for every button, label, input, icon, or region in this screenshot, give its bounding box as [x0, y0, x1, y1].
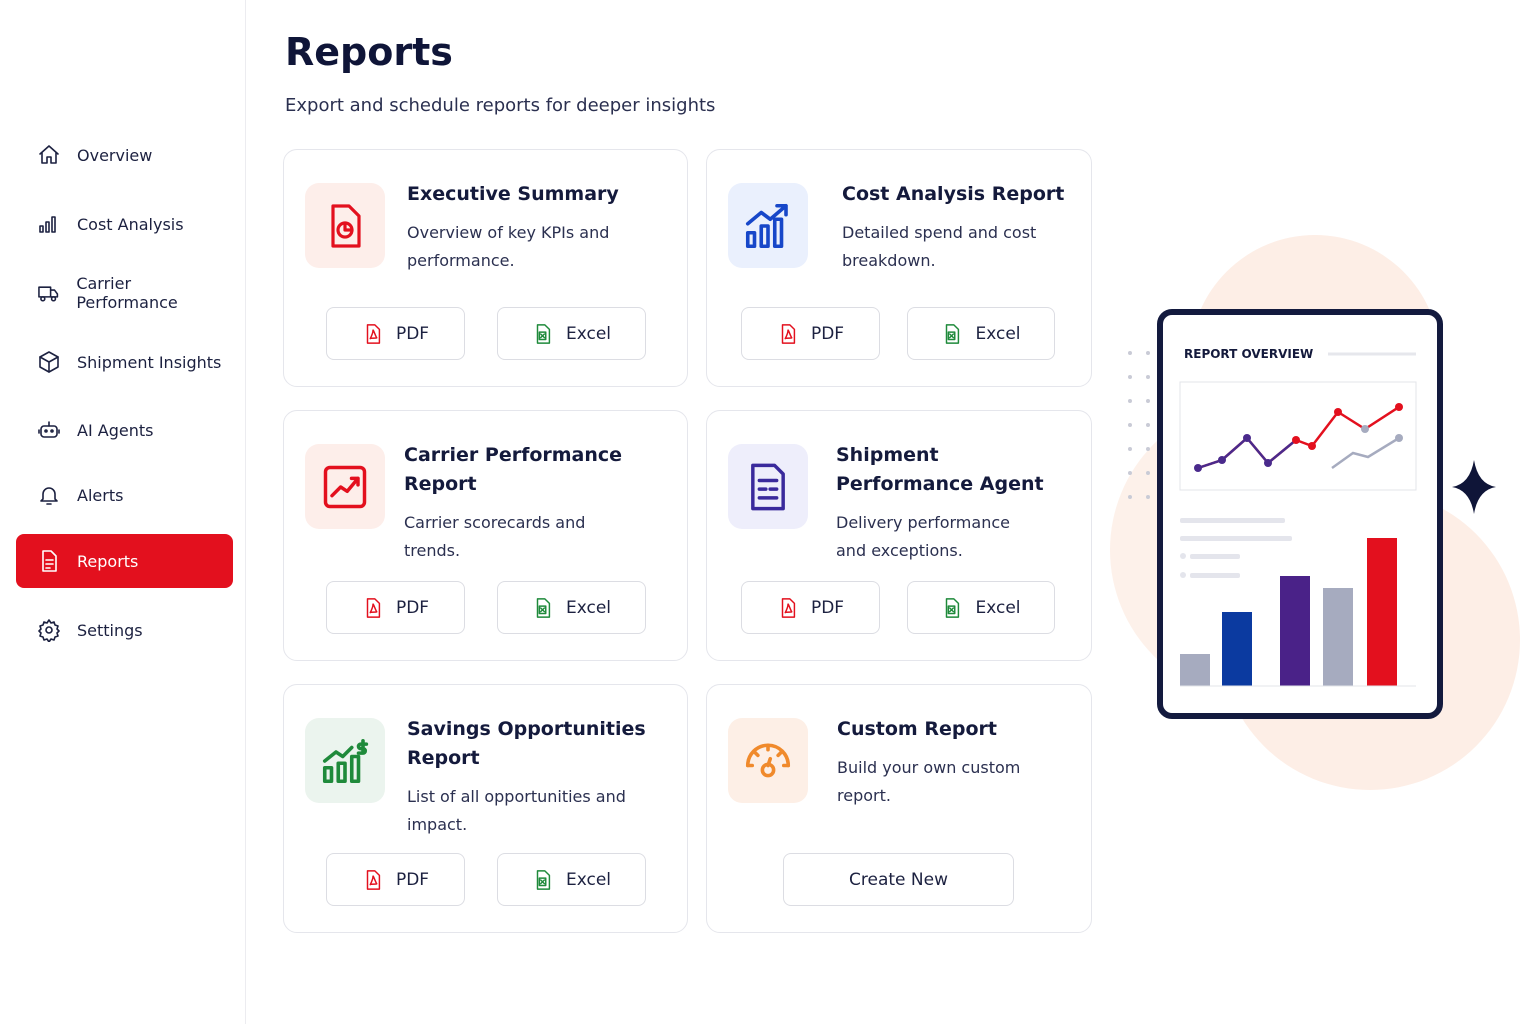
card-button[interactable]: Excel — [497, 581, 646, 634]
card-icon — [305, 183, 385, 268]
nav-label: Overview — [77, 145, 153, 165]
nav-label: AI Agents — [77, 420, 154, 440]
card-text: Executive Summary Overview of key KPIs an… — [407, 180, 657, 275]
page-subtitle: Export and schedule reports for deeper i… — [285, 95, 716, 116]
card-title: Savings Opportunities Report — [407, 718, 646, 769]
nav-item[interactable]: Shipment Insights — [16, 335, 233, 389]
card-description: Build your own custom report. — [837, 758, 1021, 805]
card-button[interactable]: Excel — [907, 307, 1055, 360]
illustration: REPORT OVERVIEW — [1110, 235, 1520, 790]
nav-icon — [39, 216, 56, 233]
nav-item[interactable]: Cost Analysis — [16, 197, 233, 251]
report-card: Custom Report Build your own custom repor… — [706, 684, 1092, 933]
sidebar: Overview Cost Analysis Carrier Performance… — [0, 0, 246, 1024]
nav-label: Cost Analysis — [77, 214, 184, 234]
button-label: PDF — [810, 323, 845, 344]
nav-item[interactable]: Settings — [16, 603, 233, 657]
card-button[interactable]: PDF — [326, 307, 465, 360]
report-card: Executive Summary Overview of key KPIs an… — [283, 149, 688, 387]
card-text: Savings Opportunities Report List of all … — [407, 715, 657, 839]
nav-item[interactable]: Overview — [16, 128, 233, 182]
nav-label: Alerts — [77, 485, 124, 505]
card-text: Carrier Performance Report Carrier scorec… — [404, 441, 664, 565]
button-label: Excel — [565, 323, 612, 344]
button-icon — [536, 323, 551, 344]
button-label: PDF — [395, 323, 430, 344]
card-title: Carrier Performance Report — [404, 444, 623, 495]
card-icon — [728, 183, 808, 268]
button-icon — [946, 597, 960, 618]
card-text: Shipment Performance Agent Delivery perfo… — [836, 441, 1066, 565]
nav-icon — [42, 550, 57, 572]
button-label: Excel — [975, 597, 1021, 618]
card-button[interactable]: Excel — [497, 853, 646, 906]
button-icon — [536, 869, 551, 890]
card-icon — [728, 718, 808, 803]
nav-item[interactable]: Reports — [16, 534, 233, 588]
nav-icon — [38, 421, 60, 438]
card-text: Custom Report Build your own custom repor… — [837, 715, 1062, 810]
card-button[interactable]: Excel — [907, 581, 1055, 634]
button-label: PDF — [395, 869, 430, 890]
button-icon — [366, 323, 381, 344]
button-label: Excel — [565, 597, 612, 618]
card-icon — [305, 718, 385, 803]
button-label: PDF — [810, 597, 845, 618]
nav-label: Carrier Performance — [76, 274, 178, 312]
nav-icon — [38, 619, 60, 642]
button-label: Excel — [565, 869, 612, 890]
report-card: Cost Analysis Report Detailed spend and c… — [706, 149, 1092, 387]
card-button[interactable]: PDF — [326, 581, 465, 634]
illustration-title: REPORT OVERVIEW — [1184, 347, 1313, 361]
card-button[interactable]: Create New — [783, 853, 1014, 906]
nav-icon — [40, 487, 58, 505]
button-icon — [781, 597, 796, 618]
nav-icon — [38, 286, 59, 302]
button-icon — [536, 597, 551, 618]
card-description: List of all opportunities and impact. — [407, 787, 626, 834]
button-label: Excel — [975, 323, 1021, 344]
nav-item[interactable]: Carrier Performance — [16, 266, 233, 320]
card-button[interactable]: PDF — [741, 307, 880, 360]
report-card: Carrier Performance Report Carrier scorec… — [283, 410, 688, 661]
button-label: Create New — [849, 869, 948, 890]
nav-label: Settings — [77, 620, 143, 640]
nav-label: Reports — [77, 551, 139, 571]
nav-item[interactable]: Alerts — [16, 468, 233, 522]
report-card: Savings Opportunities Report List of all … — [283, 684, 688, 933]
card-button[interactable]: Excel — [497, 307, 646, 360]
page-title: Reports — [285, 30, 453, 74]
report-card: Shipment Performance Agent Delivery perfo… — [706, 410, 1092, 661]
card-title: Shipment Performance Agent — [836, 444, 1044, 495]
nav-item[interactable]: AI Agents — [16, 403, 233, 457]
button-icon — [366, 597, 381, 618]
card-description: Delivery performance and exceptions. — [836, 513, 1010, 560]
card-icon — [728, 444, 808, 529]
nav-label: Shipment Insights — [77, 352, 222, 372]
button-icon — [946, 323, 960, 344]
nav-icon — [39, 351, 59, 373]
button-icon — [366, 869, 381, 890]
card-text: Cost Analysis Report Detailed spend and c… — [842, 180, 1067, 275]
button-icon — [781, 323, 796, 344]
card-button[interactable]: PDF — [326, 853, 465, 906]
card-title: Custom Report — [837, 718, 997, 740]
card-description: Carrier scorecards and trends. — [404, 513, 586, 560]
card-button[interactable]: PDF — [741, 581, 880, 634]
card-description: Overview of key KPIs and performance. — [407, 223, 610, 270]
card-icon — [305, 444, 385, 529]
nav-icon — [39, 145, 59, 164]
card-title: Cost Analysis Report — [842, 183, 1065, 205]
card-title: Executive Summary — [407, 183, 619, 205]
card-description: Detailed spend and cost breakdown. — [842, 223, 1037, 270]
button-label: PDF — [395, 597, 430, 618]
